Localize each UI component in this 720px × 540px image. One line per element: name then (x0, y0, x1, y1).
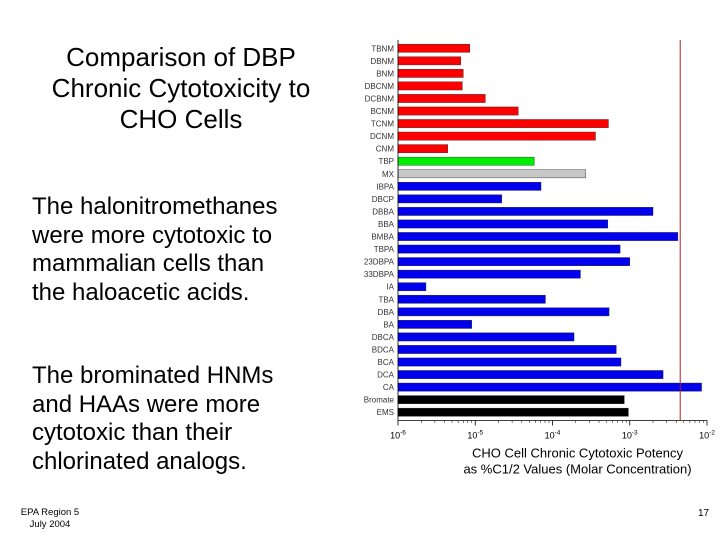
category-label: BA (383, 320, 394, 329)
bar-dcnm (397, 131, 596, 141)
x-axis-label-line: as %C1/2 Values (Molar Concentration) (463, 462, 691, 477)
paragraph-line: and HAAs were more (32, 390, 261, 418)
x-tick-label: 10-4 (545, 430, 561, 441)
x-axis: 10-6 10-5 10-4 10-3 10-2 (390, 420, 715, 441)
category-label: TBPA (374, 245, 395, 254)
bar-tcnm (397, 119, 609, 128)
category-label: MX (382, 170, 395, 179)
x-tick-label: 10-5 (467, 430, 483, 441)
bar-cnm (397, 144, 448, 153)
bar-tbpa (397, 244, 621, 254)
title-line: Chronic Cytotoxicity to (51, 73, 311, 103)
paragraph-line: The halonitromethanes (32, 193, 278, 220)
category-label: CA (383, 383, 395, 392)
category-label: DBBA (372, 207, 394, 216)
bar-dbca (397, 332, 575, 342)
title-line: Comparison of DBP (66, 42, 296, 72)
category-label: Bromate (364, 396, 395, 405)
paragraph-line: mammalian cells than (32, 250, 265, 277)
cytotoxicity-bar-chart: TBNM DBNM BNM DBCNM DCBNM BCNM TCNM DCNM CNM TBP M… (364, 40, 715, 477)
bar-dcbnm (397, 94, 486, 103)
category-label: DBCA (372, 333, 395, 342)
bar-bnm (397, 69, 464, 78)
category-label: TBNM (371, 44, 394, 53)
bar-ibpa (397, 182, 542, 191)
category-label: IBPA (376, 182, 394, 191)
category-label: DBNM (370, 57, 394, 66)
footer-org: EPA Region 5 (20, 507, 80, 518)
x-tick-label: 10-3 (622, 430, 638, 441)
bar-ems (397, 407, 629, 417)
bar-bba (397, 219, 609, 229)
bar-bmba (397, 232, 679, 241)
bar-ca (397, 382, 702, 392)
x-tick-label: 10-6 (390, 430, 406, 441)
paragraph-line: cytotoxic than their (32, 419, 233, 446)
category-label: BBA (378, 220, 395, 229)
category-label: TCNM (371, 120, 394, 129)
paragraph-brominated: The brominated HNMs and HAAs were more c… (32, 362, 352, 476)
category-label: DBCP (372, 195, 394, 204)
bar-dbnm (397, 56, 461, 66)
paragraph-line: chlorinated analogs. (32, 447, 247, 475)
bar-bca (397, 357, 622, 367)
category-label: TBP (378, 157, 394, 166)
category-label: DCBNM (365, 94, 395, 103)
paragraph-line: The brominated HNMs (32, 362, 274, 389)
bar-tba (397, 294, 546, 304)
category-labels: TBNM DBNM BNM DBCNM DCBNM BCNM TCNM DCNM CNM TBP M… (364, 44, 395, 417)
title-line: CHO Cells (119, 104, 243, 134)
footer-date: July 2004 (29, 519, 71, 530)
bar-ia (397, 282, 427, 292)
paragraph-halonitromethanes: The halonitromethanes were more cytotoxi… (32, 193, 352, 307)
page-number: 17 (698, 508, 710, 519)
bar-dbcp (397, 194, 502, 204)
paragraph-line: the haloacetic acids. (32, 278, 250, 306)
category-label: 23DBPA (364, 258, 395, 267)
category-label: BCA (378, 358, 395, 367)
category-label: BMBA (371, 233, 394, 242)
bar-tbp (397, 156, 535, 166)
bars (397, 43, 702, 417)
footer: EPA Region 5 July 2004 (10, 507, 90, 531)
bar-bcnm (397, 106, 519, 116)
bar-ba (397, 320, 472, 329)
bar-23dbpa (397, 257, 630, 266)
category-label: IA (386, 283, 394, 292)
category-label: DCA (377, 371, 395, 380)
paragraph-line: were more cytotoxic to (32, 221, 273, 249)
category-label: BDCA (372, 345, 395, 354)
category-label: 33DBPA (364, 270, 395, 279)
bar-dbcnm (397, 81, 463, 91)
bar-bromate (397, 395, 625, 404)
bar-bdca (397, 345, 617, 354)
category-label: DBCNM (365, 82, 395, 91)
category-label: EMS (377, 408, 394, 417)
category-label: TBA (378, 295, 394, 304)
category-label: CNM (376, 145, 395, 154)
category-label: DBA (378, 308, 395, 317)
category-label: DCNM (370, 132, 394, 141)
bar-mx (397, 169, 587, 179)
category-label: BNM (376, 69, 394, 78)
x-tick-label: 10-2 (699, 430, 715, 441)
bar-33dbpa (397, 269, 581, 279)
category-label: BCNM (370, 107, 394, 116)
slide-title: Comparison of DBP Chronic Cytotoxicity t… (12, 42, 350, 135)
bar-dba (397, 307, 610, 317)
x-axis-label-line: CHO Cell Chronic Cytotoxic Potency (472, 446, 683, 461)
bar-dca (397, 370, 664, 379)
bar-dbba (397, 207, 654, 216)
bar-tbnm (397, 43, 470, 53)
